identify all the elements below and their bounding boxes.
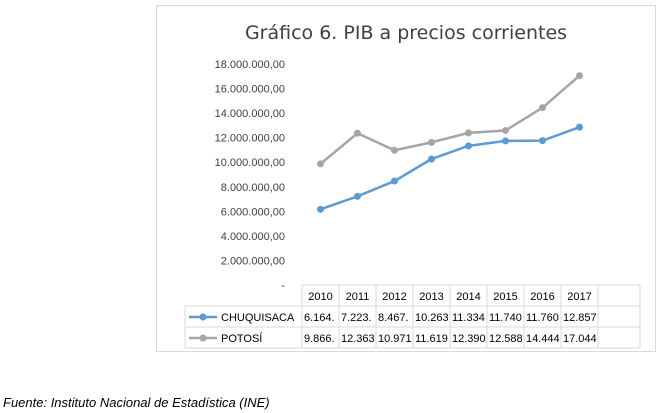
x-tick-label: 2011 bbox=[346, 291, 370, 303]
data-point bbox=[317, 160, 324, 168]
data-point bbox=[539, 104, 546, 112]
x-tick-label: 2017 bbox=[567, 291, 591, 303]
series-line-0 bbox=[320, 125, 580, 211]
legend-label: POTOSÍ bbox=[221, 332, 263, 345]
table-value: 11.740 bbox=[489, 312, 522, 324]
data-point bbox=[428, 155, 435, 163]
data-point bbox=[391, 177, 398, 185]
y-tick-label: 8.000.000,00 bbox=[221, 182, 285, 194]
table-value: 14.444 bbox=[526, 333, 560, 345]
y-tick-label: 2.000.000,00 bbox=[221, 255, 285, 267]
legend-key-marker bbox=[199, 313, 207, 321]
data-point bbox=[576, 123, 583, 131]
data-point bbox=[502, 137, 509, 145]
data-point bbox=[502, 126, 509, 134]
table-value: 12.363 bbox=[341, 333, 375, 345]
data-point bbox=[354, 192, 361, 200]
source-note: Fuente: Instituto Nacional de Estadístic… bbox=[3, 395, 270, 410]
table-value: 8.467. bbox=[378, 312, 409, 324]
table-value: 7.223. bbox=[341, 312, 372, 324]
data-point bbox=[428, 138, 435, 146]
y-tick-label: 4.000.000,00 bbox=[221, 231, 285, 243]
x-tick-label: 2014 bbox=[456, 291, 480, 303]
y-tick-label: 6.000.000,00 bbox=[221, 206, 285, 218]
table-value: 9.866. bbox=[304, 333, 335, 345]
table-value: 11.760 bbox=[526, 312, 559, 324]
chart-plot: 18.000.000,00 16.000.000,00 14.000.000,00 1… bbox=[184, 59, 641, 349]
chart-frame: Gráfico 6. PIB a precios corrientes 18.0… bbox=[156, 5, 656, 352]
data-point bbox=[391, 146, 398, 154]
legend-label: CHUQUISACA bbox=[221, 312, 295, 324]
x-tick-label: 2016 bbox=[530, 291, 554, 303]
table-value: 17.044 bbox=[563, 333, 597, 345]
data-point bbox=[465, 142, 472, 150]
chart-title: Gráfico 6. PIB a precios corrientes bbox=[244, 22, 568, 44]
y-tick-label: - bbox=[281, 280, 285, 292]
table-value: 12.857 bbox=[563, 312, 597, 324]
table-value: 11.334 bbox=[452, 312, 485, 324]
y-tick-label: 18.000.000,00 bbox=[215, 59, 285, 71]
table-value: 10.263 bbox=[415, 312, 449, 324]
data-point bbox=[317, 205, 324, 213]
table-value: 11.619 bbox=[415, 333, 448, 345]
x-tick-label: 2012 bbox=[382, 291, 406, 303]
y-tick-label: 12.000.000,00 bbox=[215, 133, 285, 145]
series-line-1 bbox=[319, 74, 581, 165]
y-tick-label: 16.000.000,00 bbox=[215, 84, 285, 96]
data-point bbox=[465, 129, 472, 137]
y-tick-label: 14.000.000,00 bbox=[215, 108, 285, 120]
table-value: 12.390 bbox=[452, 333, 486, 345]
x-tick-label: 2013 bbox=[419, 291, 443, 303]
data-point bbox=[576, 72, 583, 80]
data-point bbox=[539, 137, 546, 145]
table-value: 10.971 bbox=[378, 333, 412, 345]
x-tick-label: 2015 bbox=[493, 291, 517, 303]
table-value: 6.164. bbox=[304, 312, 335, 324]
data-point bbox=[354, 129, 361, 137]
legend-key-marker bbox=[199, 334, 207, 342]
y-tick-label: 10.000.000,00 bbox=[215, 157, 285, 169]
x-tick-label: 2010 bbox=[308, 291, 332, 303]
table-value: 12.588 bbox=[489, 333, 523, 345]
